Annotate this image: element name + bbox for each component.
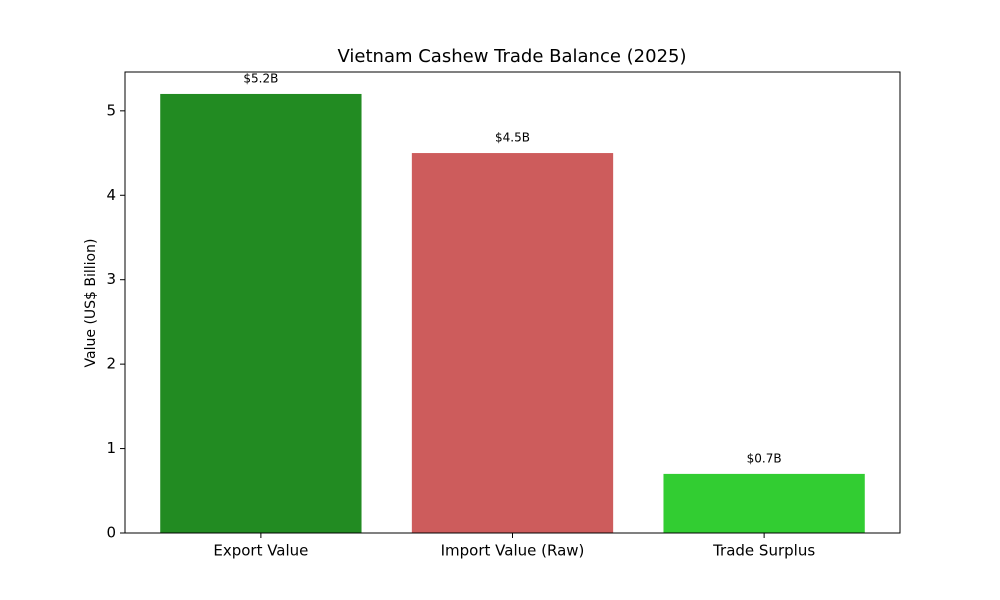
- y-tick-label: 5: [106, 101, 116, 119]
- y-tick-label: 1: [106, 439, 116, 457]
- chart-title: Vietnam Cashew Trade Balance (2025): [337, 46, 686, 67]
- x-tick-label: Export Value: [213, 542, 308, 560]
- x-tick-label: Import Value (Raw): [441, 542, 585, 560]
- x-tick-label: Trade Surplus: [712, 542, 815, 560]
- bar: [663, 473, 865, 533]
- bar: [411, 153, 614, 534]
- value-label: $0.7B: [747, 451, 782, 465]
- y-axis-label: Value (US$ Billion): [83, 239, 99, 368]
- plot-frame: [124, 71, 901, 534]
- bar: [160, 93, 362, 533]
- value-label: $5.2B: [243, 71, 278, 85]
- y-tick-label: 4: [106, 186, 116, 204]
- y-tick-label: 2: [106, 355, 116, 373]
- y-tick-label: 3: [106, 270, 116, 288]
- y-tick-label: 0: [106, 524, 116, 542]
- value-label: $4.5B: [495, 131, 530, 145]
